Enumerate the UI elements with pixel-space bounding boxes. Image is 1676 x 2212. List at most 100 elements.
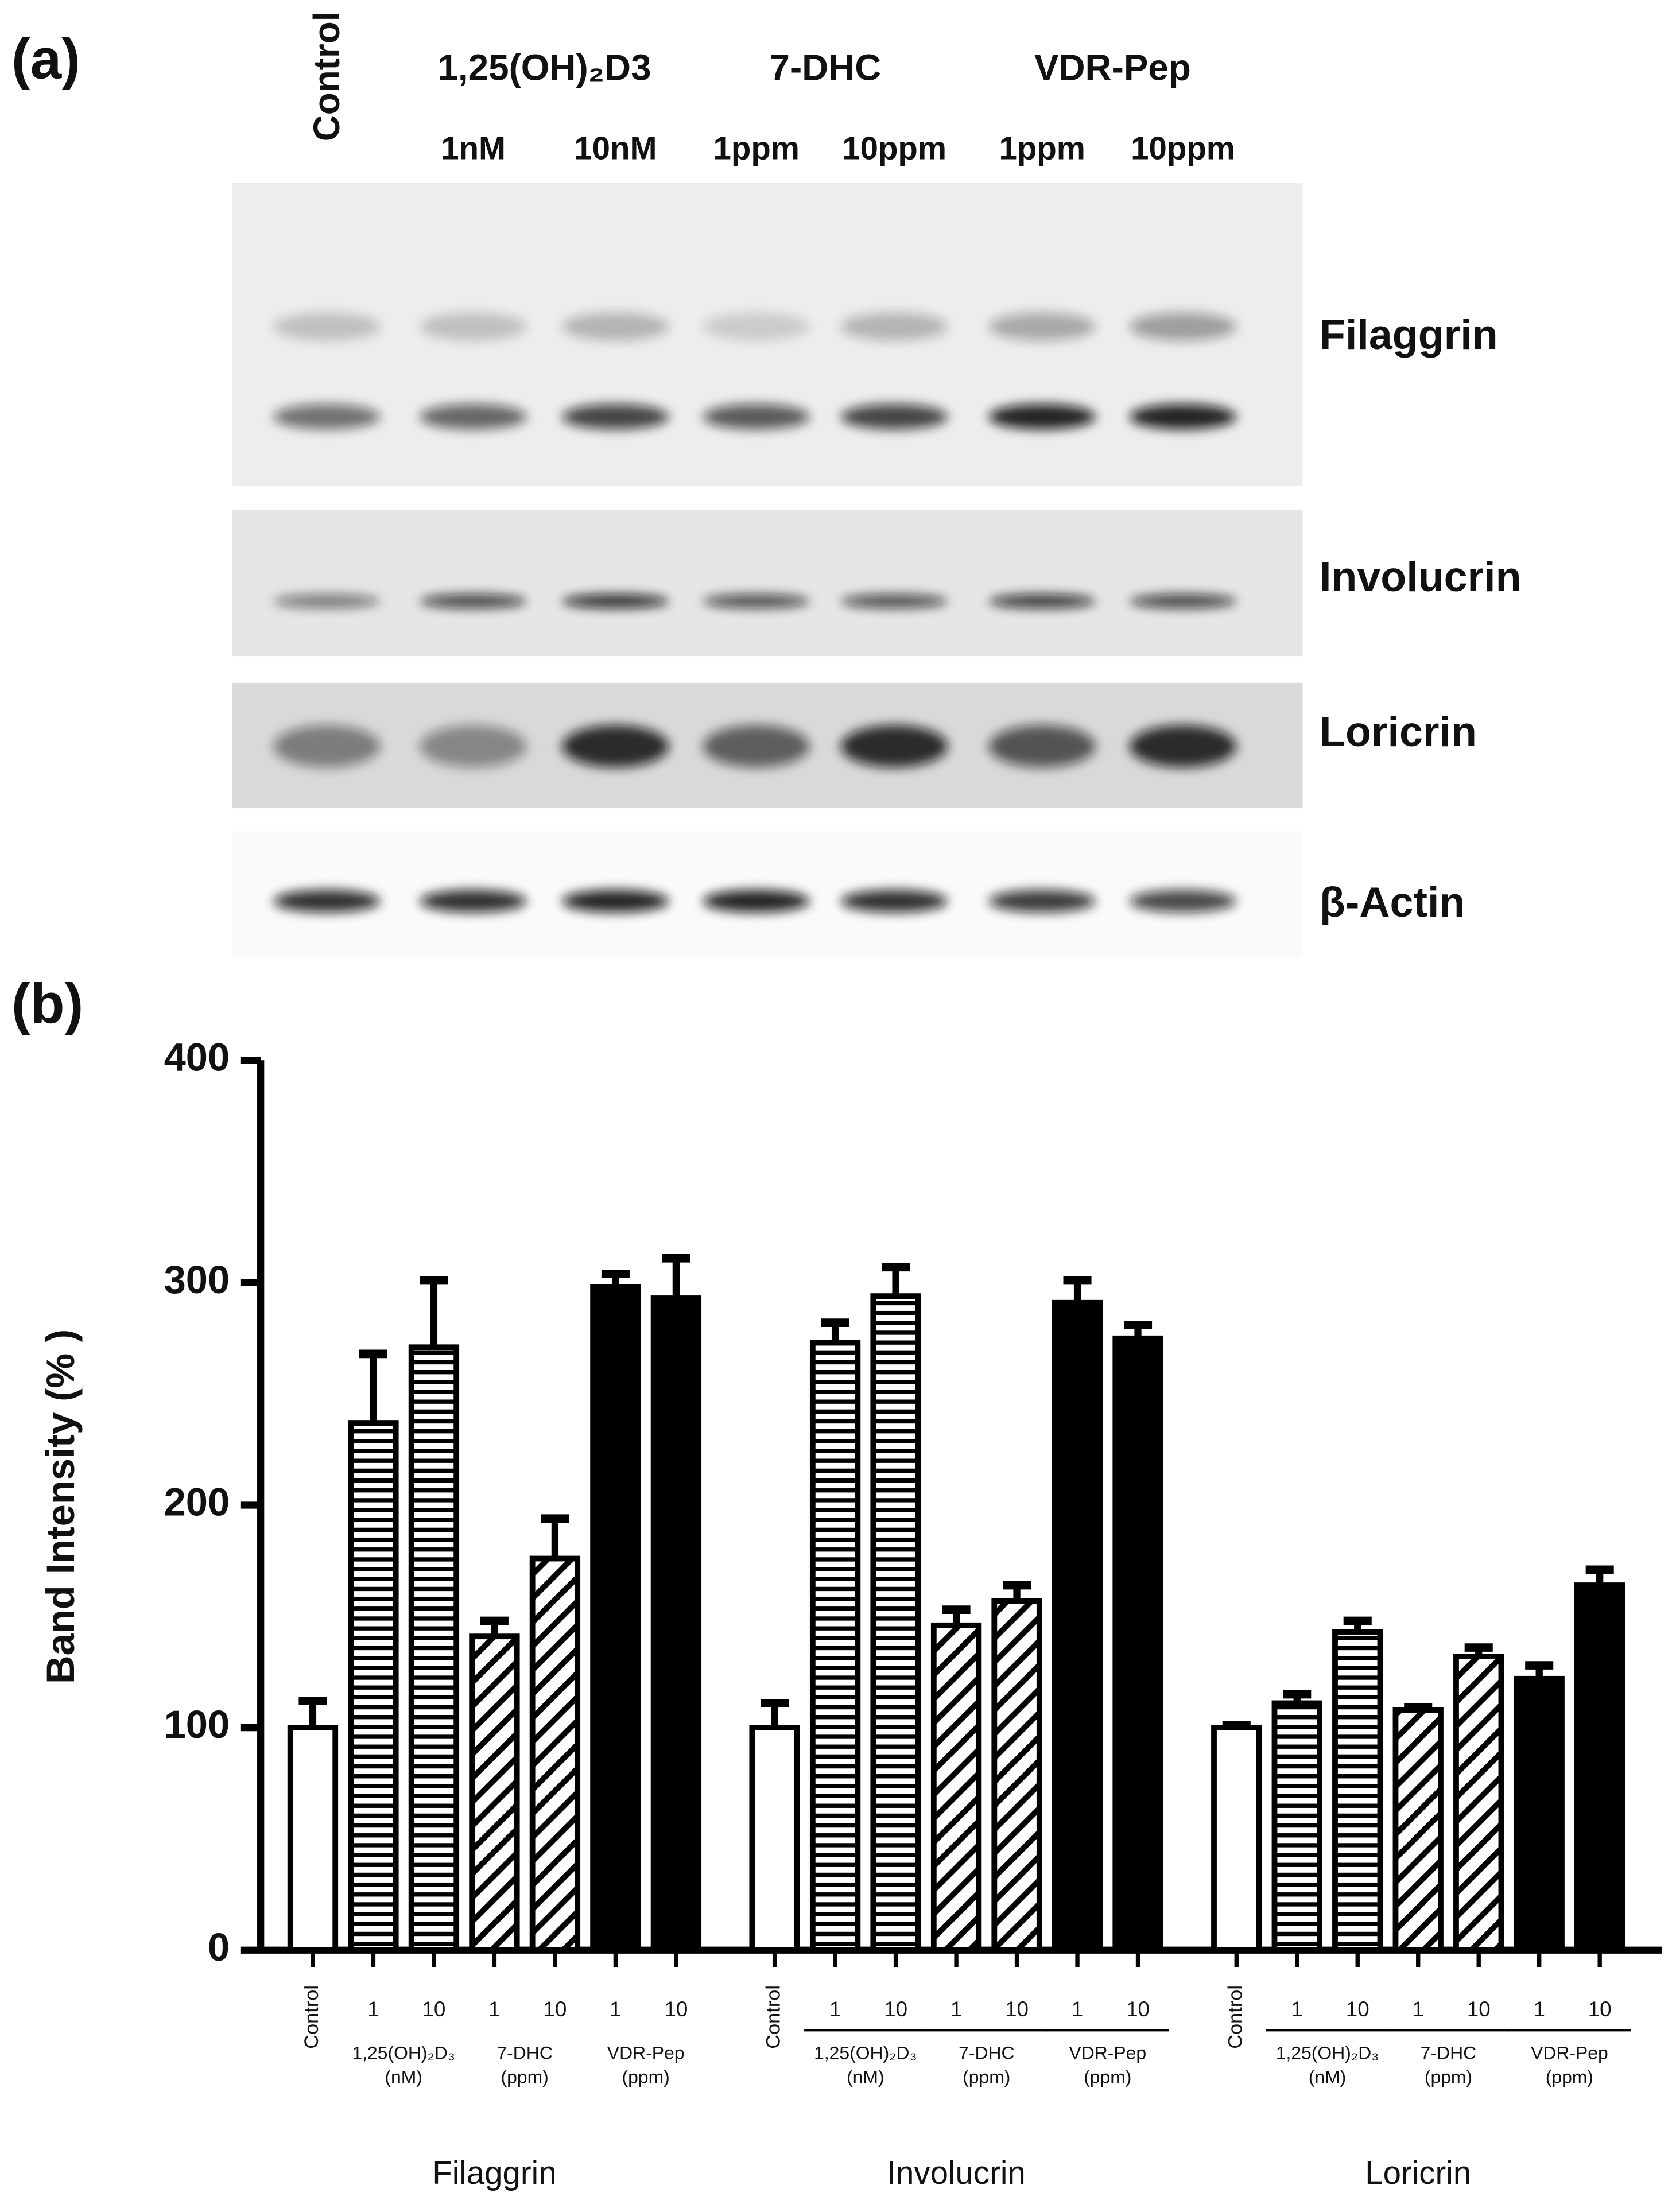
- band: [562, 312, 669, 341]
- x-tick-label: 10: [884, 1997, 907, 2021]
- x-tick-label: Control: [763, 1985, 785, 2049]
- band: [840, 890, 948, 913]
- category-label: Loricrin: [1365, 2155, 1471, 2191]
- band: [420, 404, 527, 430]
- bar: [1332, 1629, 1383, 1953]
- bar: [1112, 1335, 1163, 1953]
- blot-strip: [232, 510, 1303, 657]
- x-tick-label: 10: [543, 1997, 567, 2021]
- treatment-unit: (nM): [1309, 2066, 1347, 2087]
- band: [1129, 312, 1237, 341]
- band: [840, 725, 948, 768]
- category-label: Filaggrin: [432, 2155, 556, 2191]
- panel-label: (a): [11, 27, 80, 90]
- band: [1129, 890, 1237, 913]
- treatment-label: 7-DHC: [959, 2043, 1014, 2063]
- treatment-unit: (ppm): [1546, 2066, 1593, 2087]
- treatment-unit: (nM): [847, 2066, 884, 2087]
- x-tick-label: 10: [664, 1997, 688, 2021]
- band: [988, 404, 1096, 430]
- band: [562, 404, 669, 430]
- treatment-label: 7-DHC: [496, 2043, 552, 2063]
- band: [273, 594, 381, 608]
- dose-label: 1ppm: [713, 130, 799, 166]
- band: [988, 725, 1096, 768]
- band: [273, 890, 381, 913]
- band: [1129, 594, 1237, 608]
- treatment-unit: (nM): [385, 2066, 422, 2087]
- bar: [1514, 1675, 1565, 1953]
- treatment-unit: (ppm): [501, 2066, 549, 2087]
- x-tick-label: 1: [1072, 1997, 1083, 2021]
- band: [562, 594, 669, 608]
- treatment-label: 7-DHC: [769, 47, 881, 88]
- treatment-unit: (ppm): [1425, 2066, 1472, 2087]
- x-tick-label: 1: [1412, 1997, 1423, 2021]
- dose-label: 10ppm: [842, 130, 946, 166]
- category-label: Involucrin: [887, 2155, 1025, 2191]
- band: [703, 404, 810, 430]
- x-tick-label: 1: [1533, 1997, 1545, 2021]
- bar: [1052, 1299, 1103, 1953]
- treatment-label: 1,25(OH)₂D3: [437, 47, 651, 88]
- dose-label: 1ppm: [999, 130, 1085, 166]
- x-tick-label: 10: [1005, 1997, 1029, 2021]
- bar: [1574, 1582, 1625, 1953]
- x-tick-label: Control: [1224, 1985, 1246, 2049]
- band: [988, 594, 1096, 608]
- bar: [287, 1725, 339, 1953]
- protein-label: β-Actin: [1320, 878, 1465, 926]
- bar: [529, 1555, 581, 1953]
- y-axis-label: Band Intensity (% ): [38, 1329, 83, 1684]
- band: [420, 594, 527, 608]
- bar: [650, 1295, 702, 1953]
- treatment-unit: (ppm): [963, 2066, 1010, 2087]
- band: [840, 404, 948, 430]
- bar: [469, 1633, 520, 1953]
- treatment-label: 1,25(OH)₂D₃: [1276, 2043, 1379, 2063]
- band: [703, 312, 810, 341]
- protein-label: Involucrin: [1320, 553, 1522, 600]
- bar-chart: 0 100 200 300 400 Band Intensity (% ) Control 1…: [38, 1035, 1662, 2191]
- y-tick-label: 400: [164, 1035, 230, 1079]
- treatment-unit: (ppm): [1084, 2066, 1131, 2087]
- bar: [1392, 1707, 1444, 1953]
- band: [840, 312, 948, 341]
- x-tick-label: 1: [1291, 1997, 1303, 2021]
- bar: [1453, 1654, 1504, 1953]
- x-tick-label: 1: [829, 1997, 841, 2021]
- band: [420, 725, 527, 768]
- x-tick-label: 1: [367, 1997, 379, 2021]
- band: [988, 890, 1096, 913]
- protein-label: Loricrin: [1320, 708, 1477, 755]
- band: [703, 725, 810, 768]
- dose-label: 1nM: [441, 130, 506, 166]
- band: [273, 312, 381, 341]
- x-tick-label: Control: [301, 1985, 323, 2049]
- bar: [870, 1293, 921, 1953]
- y-tick-label: 100: [164, 1702, 230, 1747]
- bar: [1211, 1725, 1262, 1953]
- lane-label: Control: [306, 11, 347, 142]
- treatment-label: 1,25(OH)₂D₃: [814, 2043, 917, 2063]
- band: [1129, 725, 1237, 768]
- treatment-label: VDR-Pep: [1034, 47, 1191, 88]
- x-tick-label: 10: [422, 1997, 445, 2021]
- treatment-label: VDR-Pep: [1531, 2043, 1608, 2063]
- treatment-label: 7-DHC: [1421, 2043, 1476, 2063]
- x-tick-label: 10: [1126, 1997, 1150, 2021]
- band: [703, 594, 810, 608]
- bar: [348, 1420, 399, 1953]
- band: [420, 312, 527, 341]
- x-tick-label: 10: [1588, 1997, 1612, 2021]
- bar: [590, 1284, 641, 1953]
- x-tick-label: 10: [1467, 1997, 1491, 2021]
- x-tick-label: 10: [1346, 1997, 1369, 2021]
- band: [273, 404, 381, 430]
- band: [562, 725, 669, 768]
- bar: [809, 1340, 861, 1953]
- bar: [930, 1622, 982, 1953]
- treatment-label: VDR-Pep: [607, 2043, 685, 2063]
